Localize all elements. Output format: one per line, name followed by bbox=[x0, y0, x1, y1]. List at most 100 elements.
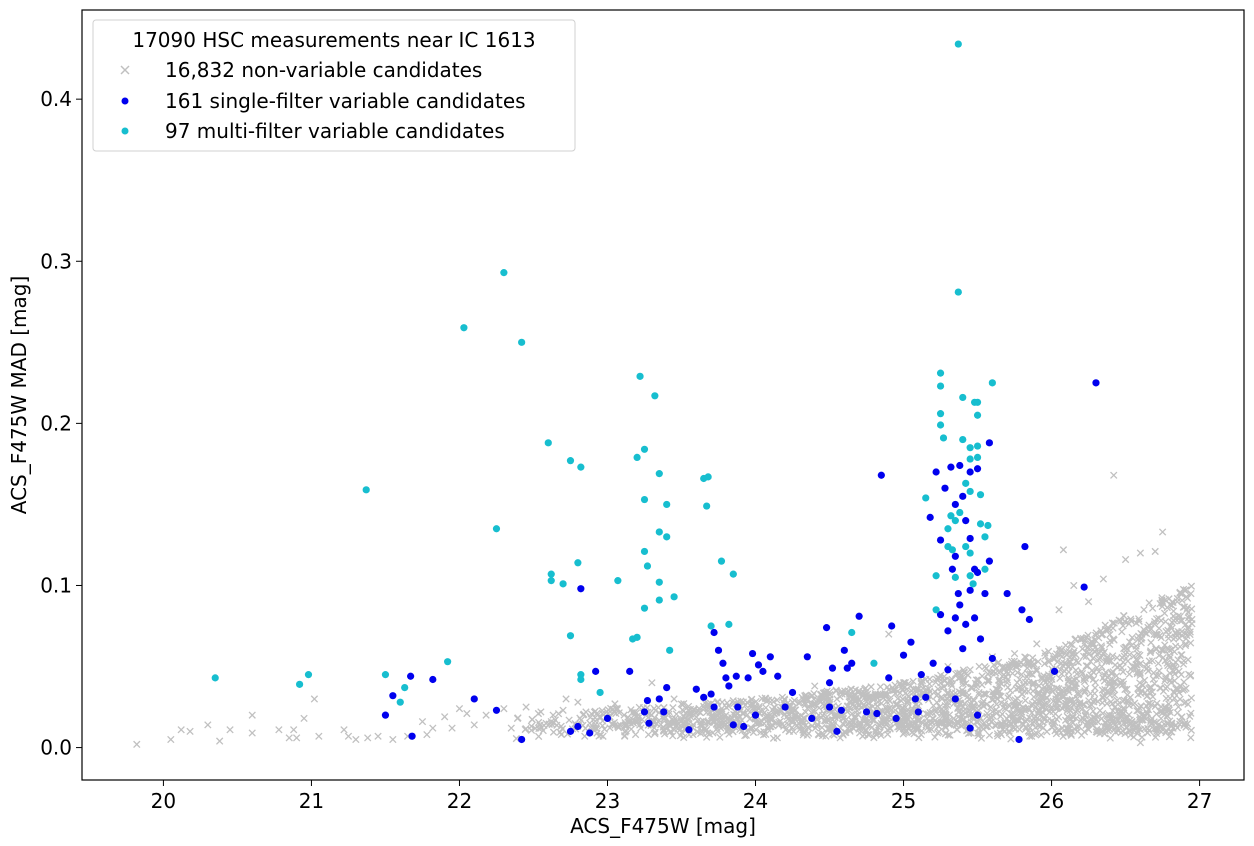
non-variable-point bbox=[1074, 706, 1082, 715]
non-variable-point bbox=[1079, 634, 1087, 643]
x-axis-label: ACS_F475W [mag] bbox=[570, 814, 756, 838]
single-filter-point bbox=[710, 703, 718, 711]
x-tick-label: 21 bbox=[299, 789, 324, 813]
single-filter-point bbox=[603, 714, 612, 723]
single-filter-point bbox=[774, 672, 782, 680]
non-variable-point bbox=[1127, 665, 1135, 673]
non-variable-point bbox=[982, 690, 991, 698]
non-variable-point bbox=[996, 667, 1004, 676]
non-variable-point bbox=[1137, 635, 1145, 643]
non-variable-point bbox=[966, 700, 975, 708]
non-variable-point bbox=[1047, 686, 1056, 694]
single-filter-point bbox=[985, 439, 993, 447]
single-filter-point bbox=[988, 654, 996, 663]
non-variable-point bbox=[1182, 629, 1190, 638]
single-filter-point bbox=[470, 695, 478, 703]
multi-filter-point bbox=[948, 546, 956, 554]
non-variable-point bbox=[922, 685, 930, 694]
single-filter-point bbox=[734, 703, 742, 711]
non-variable-point bbox=[870, 734, 878, 742]
single-filter-point bbox=[732, 672, 740, 680]
non-variable-point bbox=[1030, 730, 1039, 738]
single-filter-point bbox=[873, 709, 881, 718]
non-variable-point bbox=[1148, 604, 1157, 612]
multi-filter-point bbox=[640, 445, 649, 453]
single-filter-point bbox=[626, 667, 634, 675]
non-variable-point bbox=[1113, 663, 1121, 671]
non-variable-point bbox=[1148, 657, 1157, 665]
multi-filter-point bbox=[460, 324, 468, 332]
non-variable-point bbox=[1097, 654, 1105, 662]
multi-filter-point bbox=[401, 684, 409, 692]
non-variable-point bbox=[1152, 672, 1160, 680]
non-variable-point bbox=[985, 668, 994, 677]
non-variable-point bbox=[1037, 731, 1045, 739]
single-filter-point bbox=[389, 692, 397, 700]
single-filter-point bbox=[941, 484, 949, 492]
non-variable-point bbox=[882, 709, 890, 718]
non-variable-point bbox=[1080, 688, 1089, 697]
non-variable-point bbox=[1184, 623, 1193, 631]
non-variable-point bbox=[1089, 707, 1097, 715]
multi-filter-point bbox=[966, 487, 974, 496]
non-variable-point bbox=[1075, 723, 1083, 731]
single-filter-point bbox=[837, 706, 845, 714]
single-filter-point bbox=[685, 726, 693, 734]
multi-filter-point bbox=[932, 572, 940, 580]
non-variable-point bbox=[522, 724, 530, 733]
non-variable-point bbox=[1137, 629, 1145, 638]
single-filter-point bbox=[947, 463, 955, 471]
non-variable-point bbox=[989, 688, 997, 696]
single-filter-point bbox=[586, 729, 594, 737]
multi-filter-point bbox=[703, 502, 711, 510]
y-axis-ticks: 0.0 0.1 0.2 0.3 0.4 bbox=[40, 87, 82, 760]
single-filter-point bbox=[566, 727, 575, 735]
multi-filter-point bbox=[655, 528, 663, 536]
non-variable-point bbox=[993, 695, 1001, 703]
multi-filter-point bbox=[944, 525, 952, 533]
single-filter-point bbox=[948, 565, 956, 573]
non-variable-point bbox=[1188, 615, 1196, 624]
non-variable-point bbox=[1127, 615, 1135, 623]
x-tick-label: 27 bbox=[1187, 789, 1212, 813]
non-variable-point bbox=[1133, 707, 1141, 715]
single-filter-point bbox=[914, 708, 922, 716]
multi-filter-point bbox=[381, 671, 390, 679]
single-filter-point bbox=[959, 645, 967, 653]
non-variable-point bbox=[1006, 686, 1015, 695]
non-variable-point bbox=[1184, 625, 1192, 633]
x-tick-label: 22 bbox=[447, 789, 472, 813]
single-filter-point bbox=[748, 649, 757, 658]
non-variable-point bbox=[985, 731, 994, 739]
non-variable-point bbox=[1142, 661, 1151, 669]
single-filter-point bbox=[951, 695, 959, 703]
single-filter-point bbox=[719, 659, 727, 667]
multi-filter-point bbox=[666, 646, 674, 654]
non-variable-point bbox=[1068, 641, 1076, 649]
multi-filter-point bbox=[547, 570, 555, 578]
single-filter-point bbox=[962, 517, 970, 525]
single-filter-point bbox=[643, 696, 652, 705]
multi-filter-point bbox=[707, 622, 715, 630]
single-filter-point bbox=[740, 722, 748, 731]
legend-label-non-variable: 16,832 non-variable candidates bbox=[165, 58, 482, 82]
non-variable-point bbox=[1166, 669, 1174, 677]
non-variable-point bbox=[1176, 643, 1184, 651]
single-filter-point bbox=[899, 651, 908, 659]
non-variable-point bbox=[788, 708, 797, 716]
non-variable-point bbox=[1170, 668, 1178, 676]
non-variable-point bbox=[802, 708, 810, 716]
single-filter-point bbox=[788, 688, 797, 697]
non-variable-point bbox=[1166, 654, 1174, 662]
non-variable-point bbox=[1147, 700, 1156, 709]
multi-filter-point bbox=[655, 578, 663, 586]
single-filter-point bbox=[660, 708, 668, 716]
non-variable-point bbox=[1151, 702, 1159, 710]
non-variable-point bbox=[1174, 703, 1183, 711]
single-filter-point bbox=[825, 679, 834, 687]
non-variable-point bbox=[1106, 630, 1114, 639]
single-filter-point bbox=[885, 674, 893, 682]
multi-filter-point bbox=[969, 580, 977, 588]
non-variable-point bbox=[1091, 689, 1099, 698]
single-filter-point bbox=[932, 468, 940, 476]
